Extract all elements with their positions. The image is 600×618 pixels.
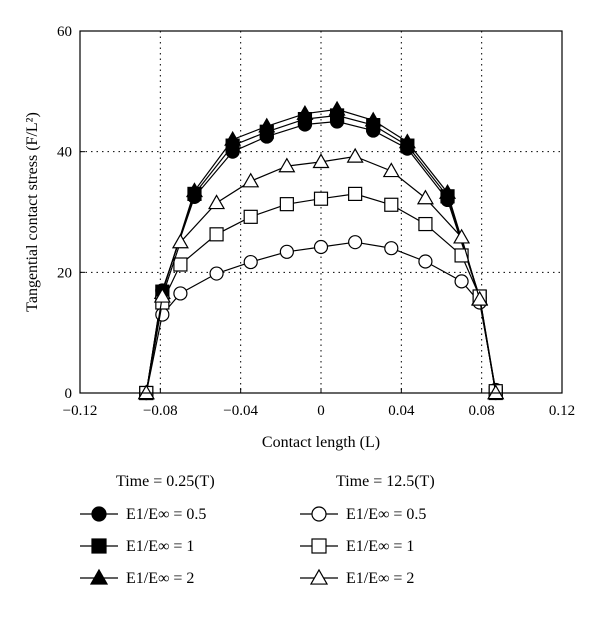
data-point-triangle	[471, 290, 489, 306]
data-point-triangle	[416, 189, 434, 205]
data-point-circle	[209, 266, 224, 281]
data-point-circle	[243, 254, 258, 270]
legend: Time = 0.25(T) Time = 12.5(T) E1/E∞ = 0.5 E…	[80, 473, 435, 587]
x-tick-label: 0.04	[388, 403, 415, 419]
legend-label: E1/E∞ = 0.5	[126, 506, 206, 523]
legend-item: E1/E∞ = 0.5	[300, 506, 426, 523]
grid-lines	[80, 31, 562, 393]
series-line	[145, 120, 497, 394]
data-point-triangle	[153, 287, 171, 303]
data-point-square	[91, 538, 107, 554]
plot-frame	[79, 30, 563, 394]
legend-item: E1/E∞ = 1	[80, 538, 194, 555]
data-point-circle	[313, 239, 329, 255]
data-point-square	[209, 227, 224, 242]
data-point-triangle	[185, 182, 203, 198]
data-point-triangle	[89, 568, 109, 585]
axis-ticks: −0.12 −0.08 −0.04 0 0.04 0.08 0.12 0 20 40 60	[57, 24, 575, 419]
data-point-triangle	[398, 133, 416, 149]
y-tick-label: 0	[65, 386, 73, 402]
data-point-triangle	[364, 111, 382, 127]
data-point-square	[173, 257, 188, 272]
data-point-square	[348, 186, 363, 201]
data-point-triangle	[224, 130, 242, 146]
data-point-triangle	[258, 117, 276, 133]
data-point-square	[313, 191, 329, 206]
data-point-triangle	[487, 384, 505, 400]
legend-label: E1/E∞ = 2	[346, 570, 414, 587]
legend-group-title: Time = 12.5(T)	[336, 473, 435, 490]
data-point-triangle	[346, 147, 364, 163]
data-point-triangle	[278, 157, 296, 173]
data-point-triangle	[328, 100, 346, 116]
x-tick-label: −0.08	[143, 403, 178, 419]
legend-label: E1/E∞ = 1	[126, 538, 194, 555]
data-point-circle	[418, 254, 433, 269]
data-point-circle	[384, 241, 399, 256]
series-line	[145, 114, 497, 394]
x-tick-label: −0.12	[63, 403, 98, 419]
x-tick-label: 0.12	[549, 403, 575, 419]
data-point-square	[243, 209, 258, 224]
y-tick-label: 40	[57, 145, 72, 161]
x-axis-label: Contact length (L)	[262, 434, 380, 451]
data-point-circle	[454, 274, 469, 289]
data-point-triangle	[137, 384, 155, 400]
x-tick-label: 0.08	[469, 403, 495, 419]
data-point-circle	[173, 286, 188, 301]
data-point-triangle	[382, 162, 400, 178]
legend-label: E1/E∞ = 2	[126, 570, 194, 587]
data-point-circle	[311, 506, 327, 522]
x-tick-label: −0.04	[223, 403, 258, 419]
legend-item: E1/E∞ = 2	[300, 568, 414, 587]
data-point-triangle	[312, 153, 330, 169]
data-point-circle	[279, 244, 294, 259]
y-tick-label: 60	[57, 24, 72, 40]
series-6	[137, 147, 505, 400]
data-point-triangle	[171, 233, 189, 249]
data-point-circle	[91, 506, 107, 522]
legend-item: E1/E∞ = 1	[300, 538, 414, 555]
legend-item: E1/E∞ = 0.5	[80, 506, 206, 523]
legend-item: E1/E∞ = 2	[80, 568, 194, 587]
data-point-triangle	[296, 104, 314, 120]
x-tick-label: 0	[317, 403, 325, 419]
series-line	[145, 108, 497, 394]
data-point-triangle	[242, 172, 260, 188]
data-point-triangle	[453, 228, 471, 244]
data-point-triangle	[439, 184, 457, 199]
data-point-square	[311, 538, 327, 554]
y-tick-label: 20	[57, 265, 72, 281]
y-axis-label: Tangential contact stress (F/L²)	[24, 112, 41, 312]
data-point-square	[454, 248, 469, 263]
data-point-square	[418, 216, 433, 232]
data-point-square	[384, 197, 399, 212]
data-point-circle	[348, 235, 363, 250]
legend-group-title: Time = 0.25(T)	[116, 473, 215, 490]
data-point-triangle	[309, 568, 329, 585]
data-point-circle	[155, 307, 170, 322]
data-point-triangle	[208, 194, 226, 210]
data-point-square	[279, 197, 294, 212]
legend-label: E1/E∞ = 1	[346, 538, 414, 555]
legend-label: E1/E∞ = 0.5	[346, 506, 426, 523]
